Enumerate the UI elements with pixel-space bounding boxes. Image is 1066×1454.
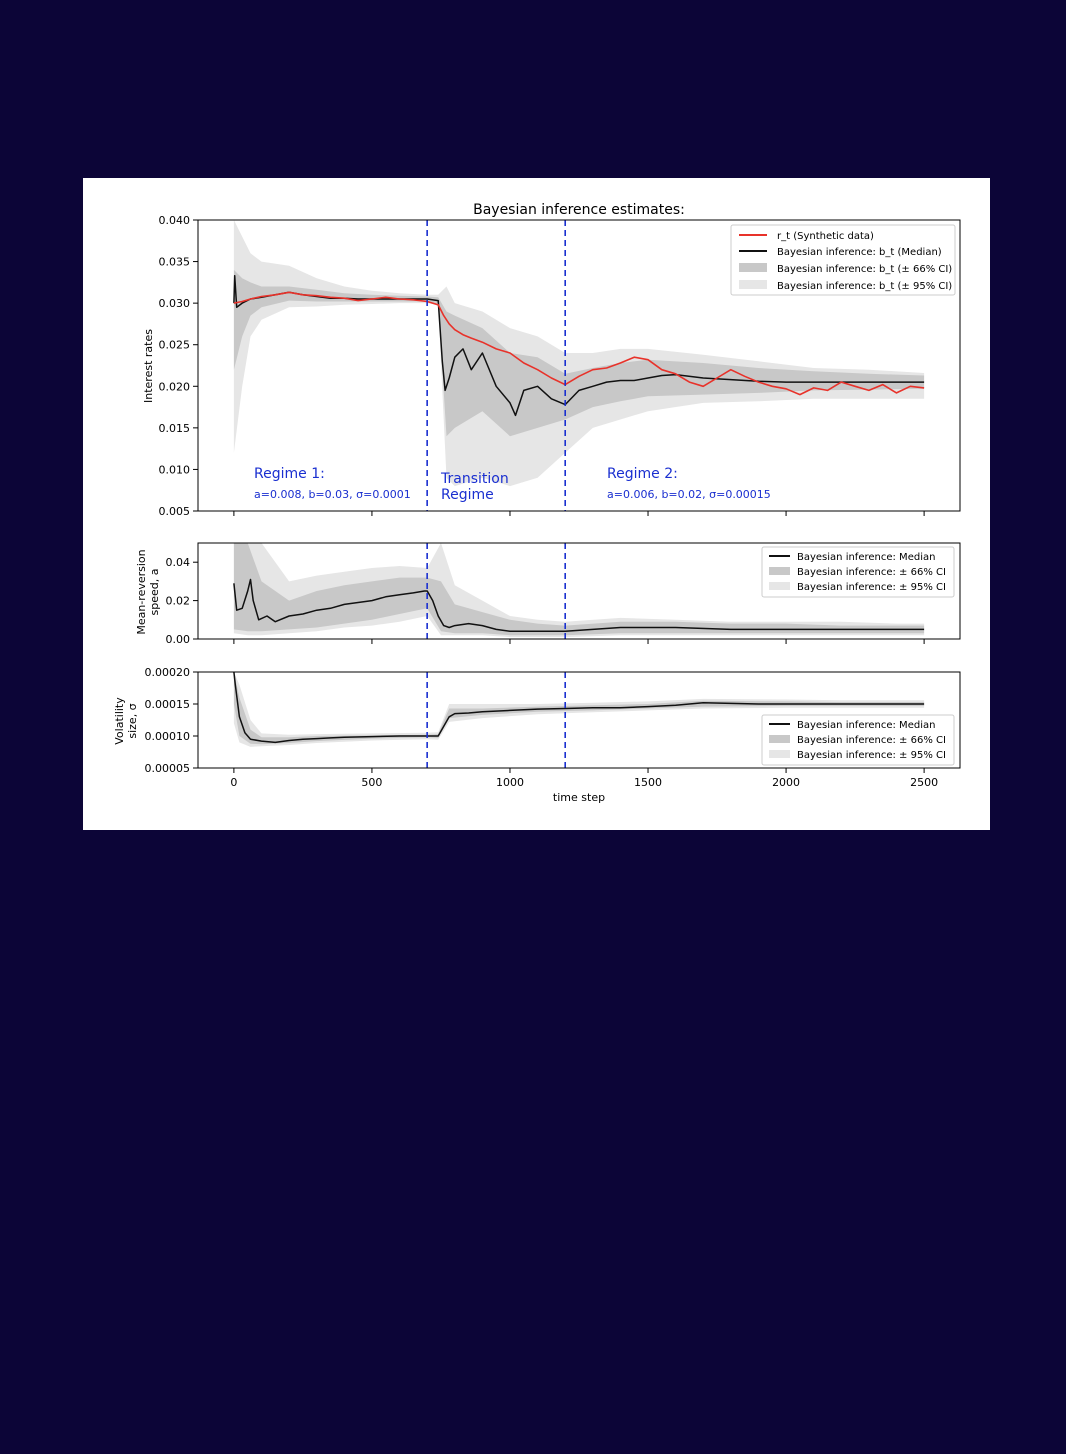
p3-legend-label-66ci: Bayesian inference: ± 66% CI (797, 735, 946, 746)
ci-band-95 (233, 220, 925, 487)
legend-label-median: Bayesian inference: b_t (Median) (777, 247, 942, 258)
panel3-legend: Bayesian inference: Median Bayesian infe… (761, 714, 955, 766)
p2-legend-swatch-95ci (769, 582, 790, 590)
y-tick-label: 0.020 (159, 380, 191, 393)
x-tick-label: 1500 (634, 776, 662, 789)
y-tick-label: 0.00020 (145, 666, 191, 679)
panel1-legend: r_t (Synthetic data) Bayesian inference:… (730, 224, 956, 296)
ci-band-66 (233, 543, 925, 636)
regime1-params: a=0.008, b=0.03, σ=0.0001 (254, 488, 411, 501)
p3-legend-label-95ci: Bayesian inference: ± 95% CI (797, 750, 946, 761)
y-tick-label: 0.025 (159, 339, 191, 352)
legend-swatch-95ci (739, 280, 767, 289)
p3-legend-swatch-66ci (769, 735, 790, 743)
y-tick-label: 0.035 (159, 256, 191, 269)
y-tick-label: 0.040 (159, 214, 191, 227)
panel1-legend-box (730, 224, 956, 296)
x-tick-label: 500 (361, 776, 382, 789)
series-line-rt (233, 291, 925, 396)
panel3-ylabel-line2: size, σ (126, 703, 139, 738)
y-tick-label: 0.00010 (145, 730, 191, 743)
panel2-legend: Bayesian inference: Median Bayesian infe… (761, 546, 955, 598)
transition-label-line1: Transition (440, 471, 509, 487)
regime2-params: a=0.006, b=0.02, σ=0.00015 (607, 488, 771, 501)
panel2-ylabel-line2: speed, a (148, 569, 161, 616)
series-line-median (233, 578, 925, 633)
volatility-panel: 0.00005 0.00010 0.00015 0.00020 0 500 1000 150… (113, 666, 961, 804)
panel2-frame (197, 542, 961, 640)
y-tick-label: 0.00015 (145, 698, 191, 711)
p2-legend-label-median: Bayesian inference: Median (797, 552, 935, 563)
series-line-median (233, 671, 925, 744)
y-tick-label: 0.02 (166, 595, 191, 608)
panel3-ylabel-line1: Volatility (113, 697, 126, 745)
panel2-ylabel-line1: Mean-reversion (135, 549, 148, 634)
panel3-legend-box (761, 714, 955, 766)
legend-label-95ci: Bayesian inference: b_t (± 95% CI) (777, 281, 952, 292)
x-tick-label: 0 (230, 776, 237, 789)
mean-reversion-panel: 0.00 0.02 0.04 Mean-reversion speed, a Bay… (135, 542, 961, 646)
y-tick-label: 0.005 (159, 505, 191, 518)
p2-legend-label-66ci: Bayesian inference: ± 66% CI (797, 567, 946, 578)
chart-title: Bayesian inference estimates: (473, 202, 685, 218)
ci-band-95 (233, 543, 925, 638)
x-tick-label: 1000 (496, 776, 524, 789)
y-tick-label: 0.010 (159, 463, 191, 476)
bayesian-inference-figure: 0.0050.0100.0150.0200.0250.0300.0350.040… (113, 202, 961, 804)
legend-swatch-66ci (739, 263, 767, 272)
legend-label-66ci: Bayesian inference: b_t (± 66% CI) (777, 264, 952, 275)
x-axis-label: time step (553, 791, 605, 804)
panel1-ylabel: Interest rates (142, 329, 155, 403)
y-tick-label: 0.015 (159, 422, 191, 435)
p2-legend-swatch-66ci (769, 567, 790, 575)
interest-rates-panel: 0.005 0.010 0.015 0.020 0.025 0.030 0.035 0.040… (142, 202, 961, 518)
ci-band-66 (233, 269, 925, 437)
figure: 0.005 0.010 0.015 0.020 0.025 0.030 0.035 0.040… (83, 178, 990, 830)
panel2-legend-box (761, 546, 955, 598)
legend-label-rt: r_t (Synthetic data) (777, 231, 874, 242)
transition-label-line2: Regime (441, 487, 494, 503)
x-tick-label: 2500 (910, 776, 938, 789)
p3-legend-label-median: Bayesian inference: Median (797, 720, 935, 731)
regime2-title: Regime 2: (607, 466, 678, 482)
panel1-frame (197, 219, 961, 512)
y-tick-label: 0.030 (159, 297, 191, 310)
p2-legend-label-95ci: Bayesian inference: ± 95% CI (797, 582, 946, 593)
y-tick-label: 0.00005 (145, 762, 191, 775)
y-tick-label: 0.04 (166, 556, 191, 569)
y-tick-label: 0.00 (166, 633, 191, 646)
x-tick-label: 2000 (772, 776, 800, 789)
panel3-frame (197, 671, 961, 769)
p3-legend-swatch-95ci (769, 750, 790, 758)
regime1-title: Regime 1: (254, 466, 325, 482)
